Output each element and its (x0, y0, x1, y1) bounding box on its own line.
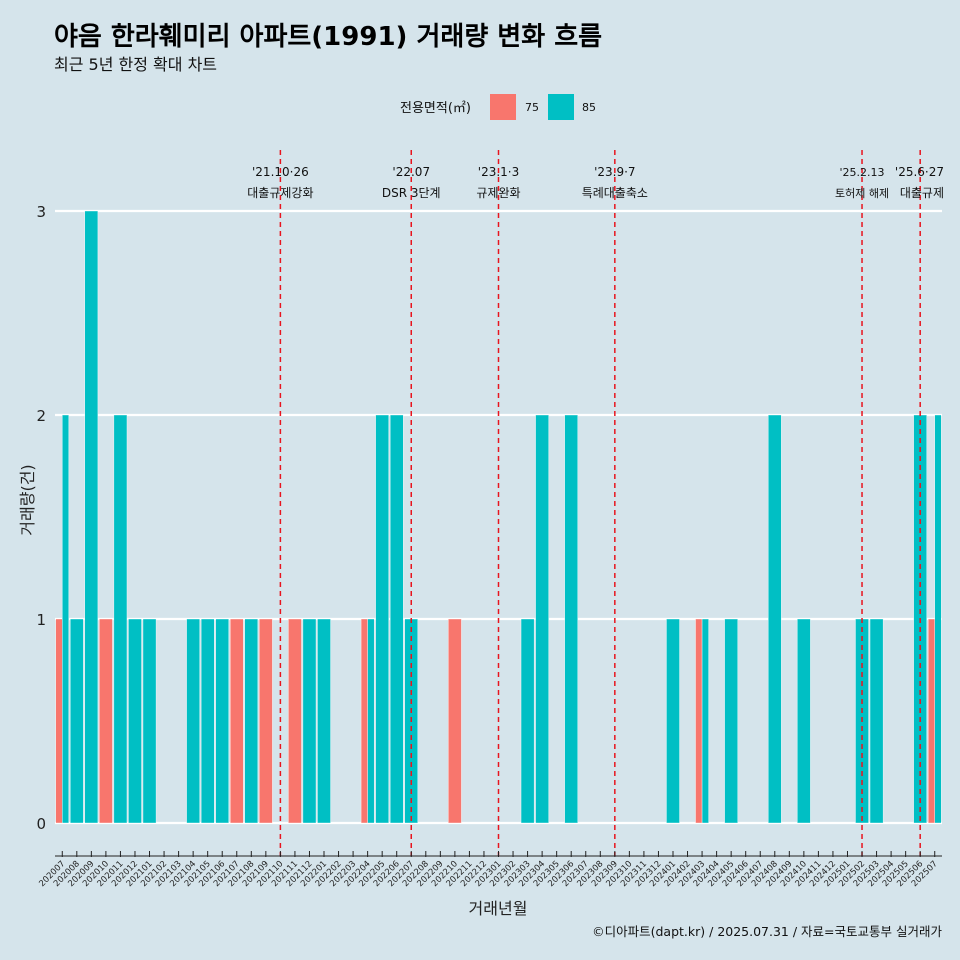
legend-title: 전용면적(㎡) (400, 101, 471, 116)
event-label: 대출규제강화 (247, 186, 313, 200)
bar-85-202306 (564, 414, 578, 824)
legend: 전용면적(㎡) 75 85 (400, 94, 596, 120)
bar-85-202503 (869, 618, 884, 824)
y-axis-title: 거래량(건) (18, 464, 37, 535)
event-label: 규제완화 (476, 186, 520, 200)
y-tick-label: 2 (36, 407, 46, 425)
chart-title: 야음 한라훼미리 아파트(1991) 거래량 변화 흐름 (54, 22, 602, 52)
chart-subtitle: 최근 5년 한정 확대 차트 (54, 55, 217, 74)
legend-label-75: 75 (525, 101, 539, 114)
bar-85-202108 (244, 618, 259, 824)
event-date-label: '22.07 (392, 165, 430, 179)
bar-85-202206 (389, 414, 404, 824)
bar-85-202410 (797, 618, 811, 824)
events: '21.10·26 대출규제강화 '22.07 DSR 3단계 '23.1·3 규제완화 '… (247, 150, 944, 856)
bar-85-202303 (520, 618, 535, 824)
bar-85-202104 (186, 618, 200, 824)
bar-75-202507 (927, 618, 935, 824)
caption: ©디아파트(dapt.kr) / 2025.07.31 / 자료=국토교통부 실… (592, 924, 942, 939)
bar-75-202010 (99, 618, 113, 824)
event-label: DSR 3단계 (382, 186, 441, 200)
x-axis: 2020072020082020092020102020112020122021… (37, 851, 942, 889)
event-date-label: '23.1·3 (478, 165, 519, 179)
bar-85-202105 (200, 618, 215, 824)
bar-75-202109 (259, 618, 273, 824)
bar-75-202111 (288, 618, 302, 824)
bar-85-202009 (84, 210, 99, 824)
event-label: 대출규제 (900, 186, 944, 200)
bar-85-202011 (113, 414, 128, 824)
y-axis: 0 1 2 3 (36, 203, 46, 833)
bar-75-202204 (360, 618, 368, 824)
bar-85-202112 (302, 618, 317, 824)
bar-85-202403 (701, 618, 709, 824)
bar-85-202101 (142, 618, 157, 824)
event-date-label: '23.9·7 (594, 165, 635, 179)
event-date-label: '21.10·26 (252, 165, 309, 179)
y-tick-label: 1 (36, 611, 46, 629)
event-label: 토허제 해제 (835, 186, 889, 200)
bar-85-202106 (215, 618, 229, 824)
legend-label-85: 85 (582, 101, 596, 114)
bar-85-202204 (367, 618, 375, 824)
x-axis-title: 거래년월 (469, 899, 528, 918)
bar-85-202205 (375, 414, 389, 824)
event-label: 특례대출축소 (582, 186, 648, 200)
bar-85-202401 (666, 618, 680, 824)
bar-85-202008 (70, 618, 84, 824)
bar-85-202201 (317, 618, 331, 824)
bars (55, 210, 942, 824)
bar-85-202507 (934, 414, 942, 824)
legend-swatch-75 (490, 94, 516, 120)
bar-85-202012 (128, 618, 142, 824)
bar-85-202408 (768, 414, 782, 824)
event-date-label: '25.6·27 (895, 165, 944, 179)
y-tick-label: 3 (36, 203, 46, 221)
y-tick-label: 0 (36, 815, 46, 833)
legend-swatch-85 (548, 94, 574, 120)
bar-75-202403 (695, 618, 703, 824)
event-date-label: '25.2.13 (840, 166, 885, 179)
bar-75-202210 (448, 618, 462, 824)
bar-85-202304 (535, 414, 549, 824)
bar-85-202007 (62, 414, 70, 824)
bar-85-202405 (724, 618, 738, 824)
bar-75-202107 (230, 618, 244, 824)
bar-75-202007 (55, 618, 63, 824)
